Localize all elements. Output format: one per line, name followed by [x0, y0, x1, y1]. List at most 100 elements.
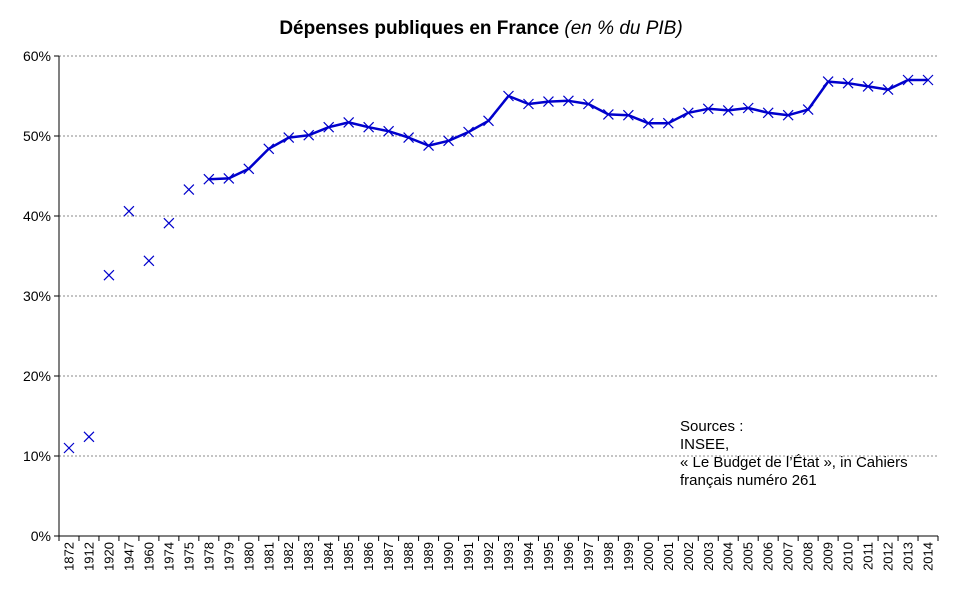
x-tick-label: 2002	[681, 542, 696, 571]
x-tick-label: 1920	[101, 542, 116, 571]
chart-title: Dépenses publiques en France (en % du PI…	[0, 18, 962, 40]
data-point	[463, 126, 474, 138]
x-tick-label: 1979	[221, 542, 236, 571]
x-tick-label: 2001	[661, 542, 676, 571]
x-tick-label: 2009	[821, 542, 836, 571]
data-point	[103, 269, 115, 281]
data-point	[123, 205, 135, 217]
data-point	[483, 115, 494, 127]
data-point	[403, 132, 415, 144]
data-point	[303, 129, 315, 141]
data-point	[163, 217, 175, 229]
y-tick-label: 60%	[23, 48, 51, 64]
y-tick-label: 10%	[23, 448, 51, 464]
x-tick-label: 1982	[281, 542, 296, 571]
data-point	[642, 117, 654, 129]
x-tick-label: 1991	[461, 542, 476, 571]
data-point	[83, 431, 95, 443]
source-line: Sources :	[680, 418, 744, 435]
x-tick-label: 1990	[441, 542, 456, 571]
data-point	[543, 96, 554, 108]
x-tick-label: 2011	[861, 542, 876, 570]
x-tick-label: 2012	[881, 542, 896, 571]
data-point	[842, 77, 854, 89]
x-tick-label: 2004	[721, 542, 736, 571]
x-tick-label: 1872	[61, 542, 76, 571]
x-tick-label: 1995	[541, 542, 556, 571]
y-tick-label: 40%	[23, 208, 51, 224]
x-tick-label: 1947	[121, 542, 136, 571]
x-tick-label: 1984	[321, 542, 336, 571]
x-tick-label: 1993	[501, 542, 516, 571]
data-point	[722, 104, 734, 116]
source-annotation: Sources : INSEE, « Le Budget de l’État »…	[680, 418, 908, 490]
x-tick-label: 2013	[901, 542, 916, 571]
data-point	[283, 132, 295, 144]
x-tick-label: 1996	[561, 542, 576, 571]
source-line: français numéro 261	[680, 472, 817, 489]
data-point	[203, 173, 215, 185]
data-point	[742, 102, 754, 114]
data-point	[363, 121, 375, 133]
y-tick-label: 30%	[23, 288, 51, 304]
y-tick-label: 50%	[23, 128, 51, 144]
data-point	[323, 121, 335, 133]
data-point	[423, 140, 435, 152]
x-tick-label: 1975	[181, 542, 196, 571]
data-point	[602, 108, 614, 120]
data-point	[63, 442, 75, 454]
data-point	[802, 104, 814, 116]
chart-title-main: Dépenses publiques en France	[279, 18, 560, 39]
data-point	[622, 109, 634, 121]
x-tick-label: 2005	[741, 542, 756, 571]
x-tick-label: 2010	[841, 542, 856, 571]
x-tick-label: 1912	[81, 542, 96, 571]
data-point	[443, 135, 454, 147]
x-tick-label: 2000	[641, 542, 656, 571]
data-point	[782, 109, 794, 121]
data-point	[143, 255, 155, 267]
x-tick-label: 1994	[521, 542, 536, 571]
x-tick-label: 2006	[761, 542, 776, 571]
x-tick-label: 1998	[601, 542, 616, 571]
data-point	[682, 107, 694, 119]
data-point	[562, 95, 574, 107]
x-tick-label: 1985	[341, 542, 356, 571]
data-point	[862, 80, 874, 92]
x-tick-label: 1983	[301, 542, 316, 571]
data-point	[762, 107, 774, 119]
data-point	[702, 103, 714, 115]
data-point	[383, 125, 395, 137]
data-point	[822, 76, 834, 88]
data-point	[902, 74, 914, 86]
x-tick-label: 1980	[241, 542, 256, 571]
x-tick-label: 1978	[201, 542, 216, 571]
x-tick-label: 2008	[801, 542, 816, 571]
x-tick-label: 1987	[381, 542, 396, 571]
data-point	[662, 117, 674, 129]
data-point	[263, 143, 275, 155]
x-tick-label: 2007	[781, 542, 796, 571]
data-point	[183, 184, 195, 196]
y-tick-label: 0%	[31, 528, 51, 544]
x-tick-label: 1992	[481, 542, 496, 571]
data-point	[223, 172, 235, 184]
data-point	[922, 74, 934, 86]
source-line: « Le Budget de l’État », in Cahiers	[680, 454, 908, 471]
chart-subtitle: (en % du PIB)	[564, 18, 683, 39]
x-tick-label: 1974	[161, 542, 176, 571]
y-tick-label: 20%	[23, 368, 51, 384]
x-tick-label: 1989	[421, 542, 436, 571]
data-point	[243, 163, 255, 175]
data-point	[582, 98, 594, 110]
x-tick-label: 2014	[921, 542, 936, 571]
x-tick-label: 2003	[701, 542, 716, 571]
x-tick-label: 1988	[401, 542, 416, 571]
data-point	[343, 116, 355, 128]
x-tick-label: 1999	[621, 542, 636, 571]
series-line	[208, 78, 929, 181]
data-point	[882, 84, 894, 96]
source-line: INSEE,	[680, 436, 730, 453]
data-point	[523, 98, 534, 110]
